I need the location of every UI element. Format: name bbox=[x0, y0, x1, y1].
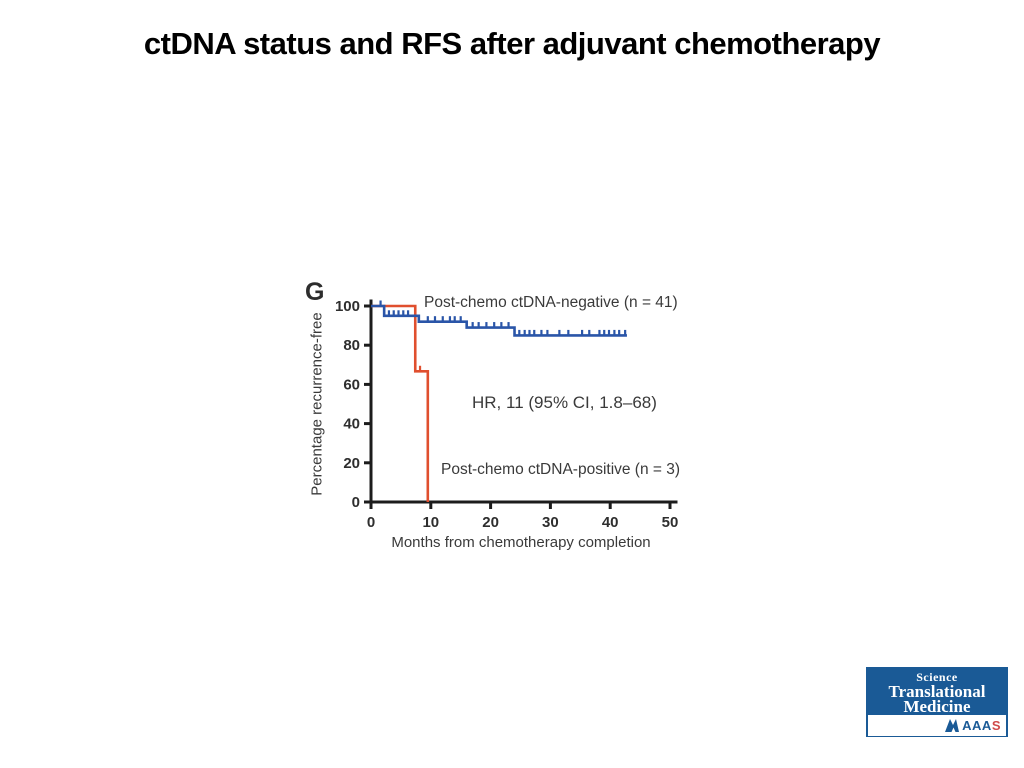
panel-label: G bbox=[305, 278, 325, 306]
aaas-letters: AAA bbox=[962, 718, 992, 733]
svg-text:50: 50 bbox=[662, 514, 679, 531]
km-figure: G Percentage recurrence-free 0 10 20 30 40 50… bbox=[298, 266, 700, 566]
svg-text:0: 0 bbox=[367, 514, 375, 531]
aaas-banner: AAAS bbox=[868, 715, 1006, 736]
km-plot-svg: 0 10 20 30 40 50 0 20 40 60 80 100 bbox=[335, 298, 679, 531]
svg-text:40: 40 bbox=[602, 514, 619, 531]
legend-ctdna-negative: Post-chemo ctDNA-negative (n = 41) bbox=[424, 294, 678, 311]
journal-logo-masthead: Science Translational Medicine bbox=[868, 669, 1006, 715]
svg-text:100: 100 bbox=[335, 298, 360, 315]
svg-text:20: 20 bbox=[482, 514, 499, 531]
svg-text:40: 40 bbox=[343, 416, 360, 433]
journal-name-translational: Translational bbox=[888, 682, 986, 701]
svg-text:10: 10 bbox=[422, 514, 439, 531]
hazard-ratio-annotation: HR, 11 (95% CI, 1.8–68) bbox=[472, 393, 657, 412]
x-axis-label: Months from chemotherapy completion bbox=[391, 534, 651, 551]
journal-logo: Science Translational Medicine AAAS bbox=[866, 667, 1008, 737]
svg-text:0: 0 bbox=[352, 494, 360, 511]
svg-text:30: 30 bbox=[542, 514, 559, 531]
journal-name-science: Science bbox=[916, 670, 958, 684]
journal-name-medicine: Medicine bbox=[903, 697, 971, 716]
aaas-letter-s: S bbox=[991, 718, 1001, 733]
aaas-emblem-icon bbox=[945, 719, 960, 732]
aaas-wordmark: AAAS bbox=[962, 719, 1001, 733]
svg-text:80: 80 bbox=[343, 337, 360, 354]
legend-ctdna-positive: Post-chemo ctDNA-positive (n = 3) bbox=[441, 461, 681, 478]
slide-title: ctDNA status and RFS after adjuvant chem… bbox=[143, 26, 881, 61]
svg-text:20: 20 bbox=[343, 455, 360, 472]
svg-text:60: 60 bbox=[343, 376, 360, 393]
